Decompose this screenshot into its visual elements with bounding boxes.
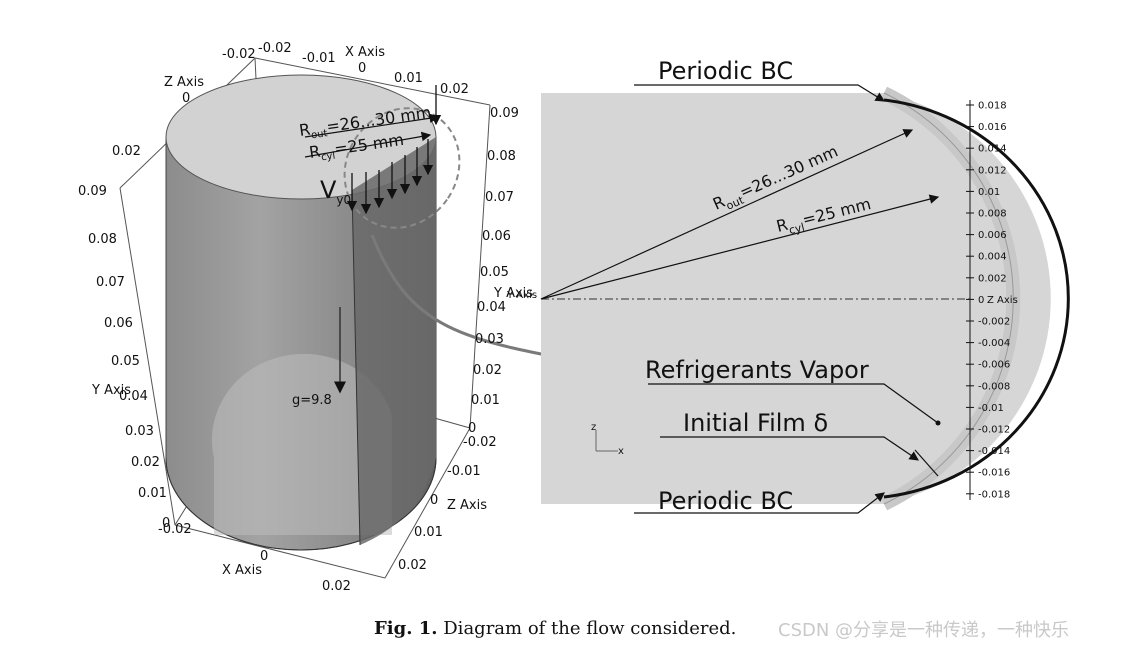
svg-text:0.07: 0.07 — [485, 190, 514, 205]
right-2d-plot: Rout=26...30 mm Rcyl=25 mm Periodic BC R… — [506, 57, 1070, 515]
top-x-tick-3: -0.01 — [302, 51, 336, 66]
ruler-tick-label: 0.01 — [978, 187, 1000, 198]
svg-text:0: 0 — [430, 493, 438, 508]
film-strip — [352, 137, 436, 545]
top-x-tick-2: -0.02 — [258, 41, 292, 56]
ruler-tick-label: -0.01 — [978, 403, 1004, 414]
y-axis-label-right: Y Axis — [506, 290, 537, 301]
ruler-tick-label: -0.008 — [978, 381, 1010, 392]
left-3d-plot: Rout=26...30 mm Rcyl=25 mm Vy0 g=9.8 -0.… — [78, 41, 625, 594]
svg-text:0.02: 0.02 — [398, 558, 427, 573]
ruler-tick-label: 0.004 — [978, 252, 1007, 263]
svg-text:0.01: 0.01 — [471, 393, 500, 408]
svg-text:0.09: 0.09 — [490, 106, 519, 121]
top-x-tick-5: 0.01 — [394, 71, 423, 86]
svg-text:-0.02: -0.02 — [463, 435, 497, 450]
refrigerants-vapor-label: Refrigerants Vapor — [645, 356, 869, 384]
svg-text:0.05: 0.05 — [111, 354, 140, 369]
svg-text:0.01: 0.01 — [138, 486, 167, 501]
ruler-tick-label: 0.016 — [978, 122, 1007, 133]
triad-x: x — [618, 446, 624, 457]
top-x-tick-6: 0.02 — [440, 82, 469, 97]
ruler-tick-label: -0.004 — [978, 338, 1010, 349]
svg-text:0.02: 0.02 — [131, 455, 160, 470]
top-z-tick: 0 — [182, 91, 190, 106]
top-x-tick-4: 0 — [358, 61, 366, 76]
left-y-ticks: 0.09 0.08 0.07 0.06 0.05 0.04 0.03 0.02 … — [78, 184, 170, 531]
svg-text:0: 0 — [468, 421, 476, 436]
y-axis-title-right: Y Axis — [493, 286, 533, 301]
vapor-dot — [935, 420, 941, 426]
ruler-tick-label: -0.002 — [978, 317, 1010, 328]
ruler-tick-label: 0.014 — [978, 144, 1007, 155]
svg-text:0.06: 0.06 — [482, 229, 511, 244]
svg-text:0.04: 0.04 — [477, 300, 506, 315]
x-axis-title-top: X Axis — [345, 45, 385, 60]
bottom-x-tick-3: 0.02 — [322, 579, 351, 594]
x-axis-title-bottom: X Axis — [222, 563, 262, 578]
axes-triad — [595, 430, 618, 452]
z-ruler: 0.018 0.016 0.014 0.012 0.01 0.008 0.006 0.004 0… — [966, 100, 1010, 500]
svg-text:0.03: 0.03 — [475, 332, 504, 347]
svg-text:0.03: 0.03 — [125, 424, 154, 439]
svg-text:0.06: 0.06 — [104, 316, 133, 331]
svg-text:0: 0 — [162, 516, 170, 531]
svg-text:0.01: 0.01 — [414, 525, 443, 540]
leader-lines — [634, 84, 939, 514]
ruler-tick-label: 0.002 — [978, 273, 1007, 284]
left-z-tick: 0.02 — [112, 144, 141, 159]
watermark: CSDN @分享是一种传递，一种快乐 — [778, 620, 1070, 641]
velocity-label: Vy0 — [320, 176, 351, 207]
vapor-domain — [541, 93, 1051, 504]
svg-text:0.04: 0.04 — [119, 389, 148, 404]
svg-text:0.07: 0.07 — [96, 275, 125, 290]
svg-text:0.09: 0.09 — [78, 184, 107, 199]
svg-text:0.08: 0.08 — [88, 232, 117, 247]
ruler-tick-label: 0.012 — [978, 165, 1007, 176]
ruler-tick-label: 0.008 — [978, 209, 1007, 220]
r-cyl-arrow — [540, 194, 940, 300]
ruler-tick-label: -0.016 — [978, 468, 1010, 479]
svg-text:-0.01: -0.01 — [447, 464, 481, 479]
bottom-x-tick-1: -0.02 — [158, 522, 192, 537]
top-x-tick-1: -0.02 — [222, 47, 256, 62]
y-axis-title-left: Y Axis — [91, 383, 131, 398]
ruler-tick-label: 0.006 — [978, 230, 1007, 241]
r-out-arrow — [540, 129, 914, 300]
ruler-tick-label: 0.018 — [978, 101, 1007, 112]
radius-arrows-left — [304, 113, 440, 158]
film-arc — [883, 98, 1070, 499]
z-axis-label-right: Z Axis — [987, 295, 1018, 306]
svg-text:0.02: 0.02 — [473, 363, 502, 378]
figure-caption: Fig. 1. Diagram of the flow considered. — [374, 618, 737, 639]
right-y-ticks: 0.09 0.08 0.07 0.06 0.05 0.04 0.03 0.02 … — [468, 106, 519, 436]
ruler-tick-label: -0.006 — [978, 360, 1010, 371]
ruler-tick-label: -0.012 — [978, 425, 1010, 436]
cylinder — [165, 74, 437, 551]
velocity-arrows — [346, 85, 442, 215]
z-axis-title-right: Z Axis — [447, 498, 487, 513]
bottom-x-tick-2: 0 — [260, 549, 268, 564]
periodic-bc-bottom: Periodic BC — [658, 487, 793, 515]
ruler-tick-label: 0 — [978, 295, 984, 306]
svg-text:0.05: 0.05 — [480, 265, 509, 280]
triad-z: z — [591, 422, 596, 433]
right-z-ticks: -0.02 -0.01 0 0.01 0.02 — [398, 435, 497, 573]
periodic-bc-top: Periodic BC — [658, 57, 793, 85]
initial-film-label: Initial Film δ — [683, 409, 828, 437]
flow-diagram: Rout=26...30 mm Rcyl=25 mm Vy0 g=9.8 -0.… — [78, 41, 1070, 594]
svg-text:0.08: 0.08 — [487, 149, 516, 164]
ruler-tick-label: -0.014 — [978, 446, 1010, 457]
gravity-label: g=9.8 — [292, 393, 332, 408]
z-axis-title-top: Z Axis — [164, 75, 204, 90]
ruler-tick-label: -0.018 — [978, 489, 1010, 500]
